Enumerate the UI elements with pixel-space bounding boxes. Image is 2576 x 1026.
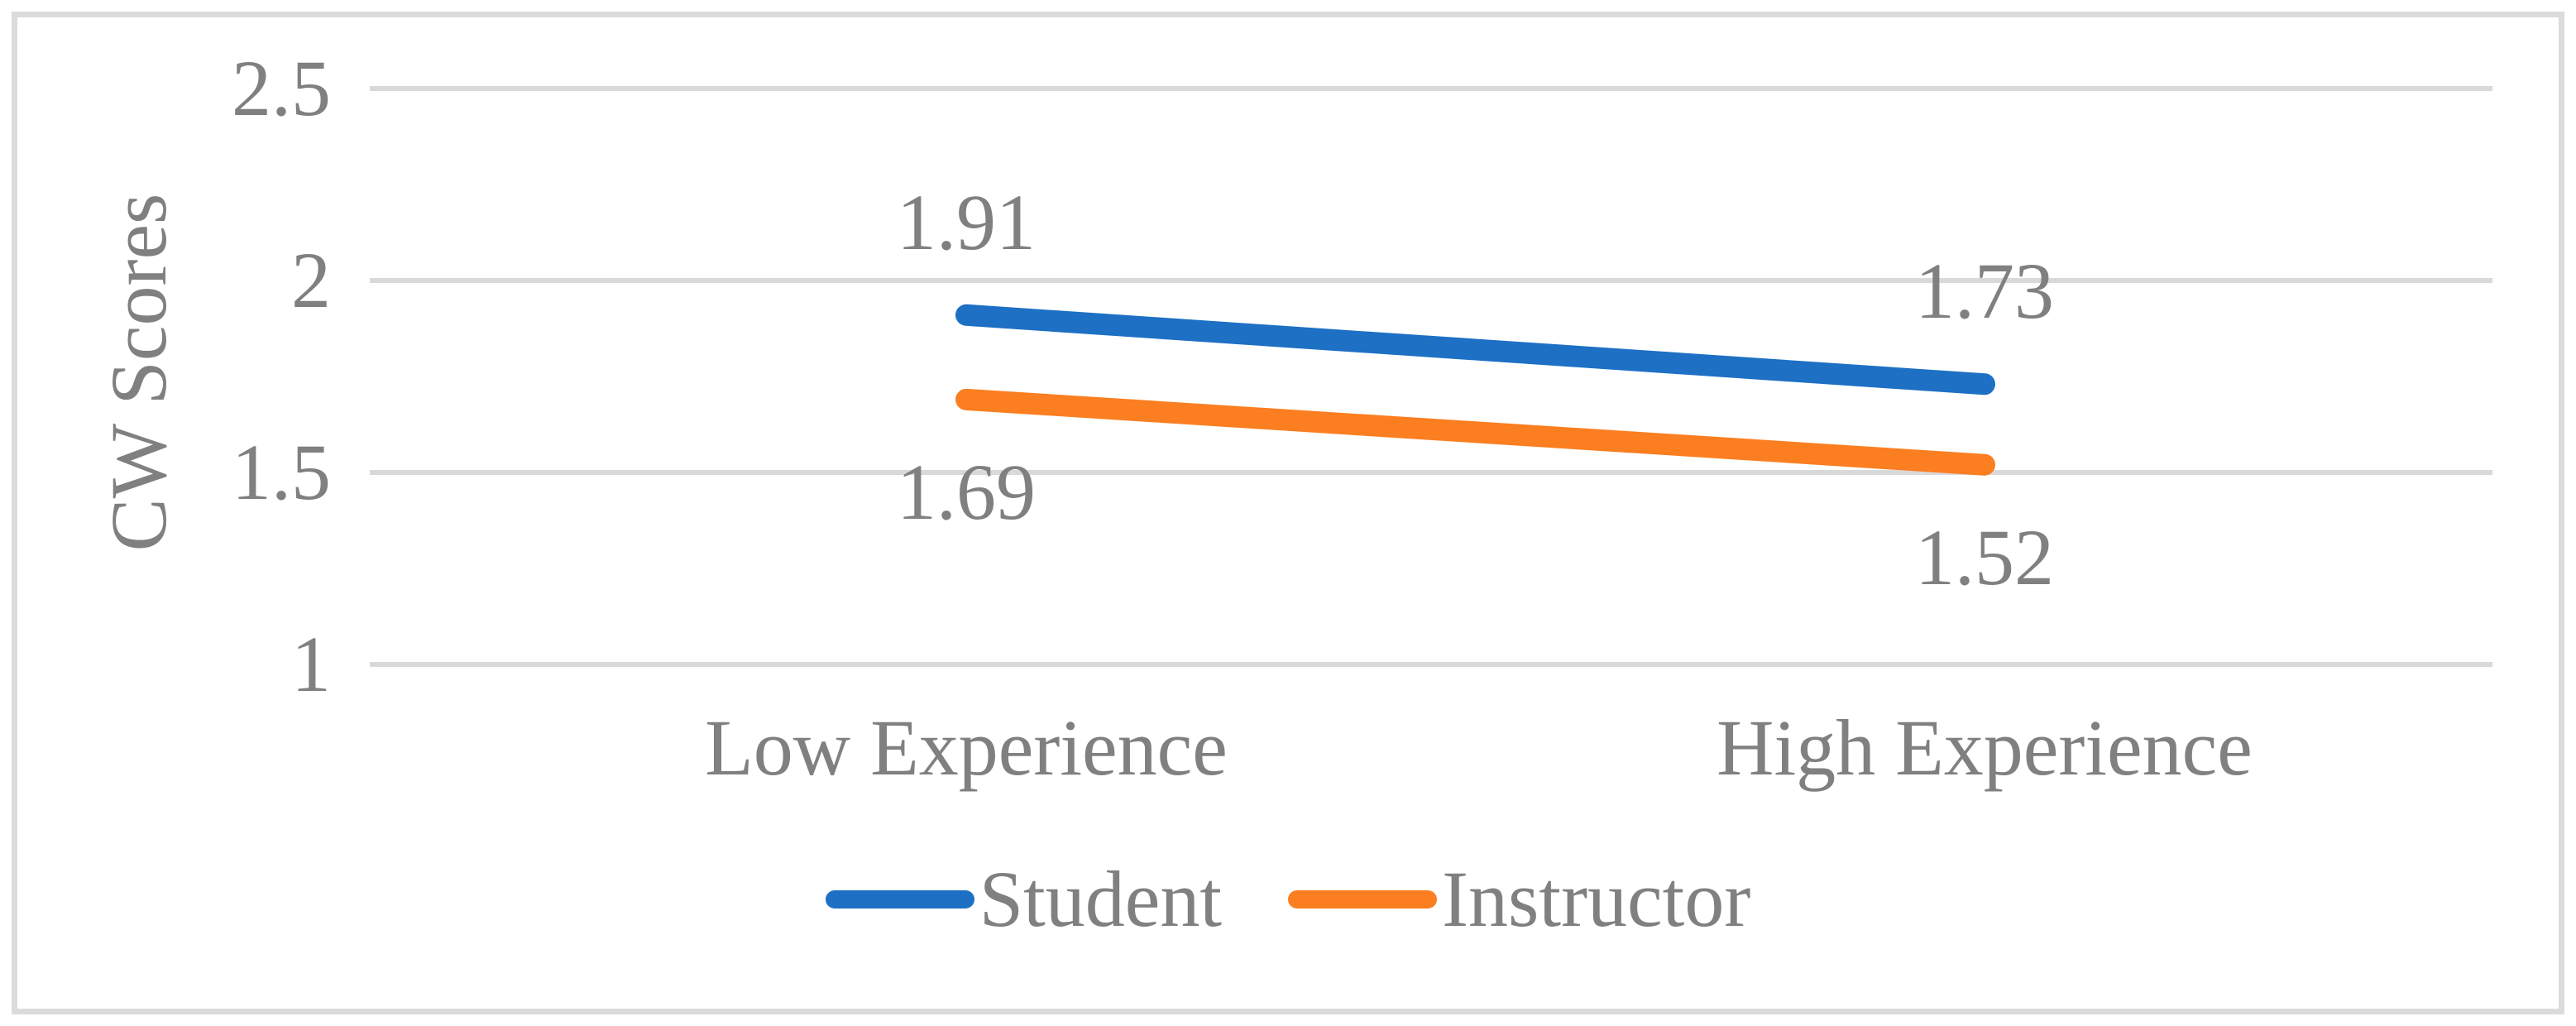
student-line-swatch	[825, 890, 974, 909]
legend-item-student: Student	[825, 855, 1223, 943]
gridline-2-5	[370, 86, 2492, 91]
figure-border	[12, 12, 2564, 1014]
legend-item-instructor: Instructor	[1288, 860, 1750, 939]
y-tick-label: 1.5	[232, 428, 331, 516]
legend-label-student: Student	[979, 855, 1223, 943]
x-category-label-low: Low Experience	[705, 703, 1228, 792]
data-label-student-low: 1.91	[897, 177, 1036, 266]
data-label-student-high: 1.73	[1915, 247, 2054, 336]
data-label-instructor-low: 1.69	[897, 447, 1036, 536]
student-line	[955, 304, 1995, 396]
legend-label-instructor: Instructor	[1442, 855, 1751, 943]
gridline-1	[370, 662, 2492, 667]
x-category-label-high: High Experience	[1717, 703, 2253, 792]
instructor-line	[955, 388, 1995, 476]
instructor-line-swatch	[1288, 890, 1438, 909]
data-label-instructor-high: 1.52	[1915, 512, 2054, 602]
y-tick-label: 2.5	[232, 44, 331, 132]
gridline-1-5	[370, 470, 2492, 475]
y-tick-label: 1	[291, 620, 331, 708]
legend: Student Instructor	[0, 860, 2576, 939]
y-tick-label: 2	[291, 236, 331, 324]
gridline-2	[370, 278, 2492, 283]
